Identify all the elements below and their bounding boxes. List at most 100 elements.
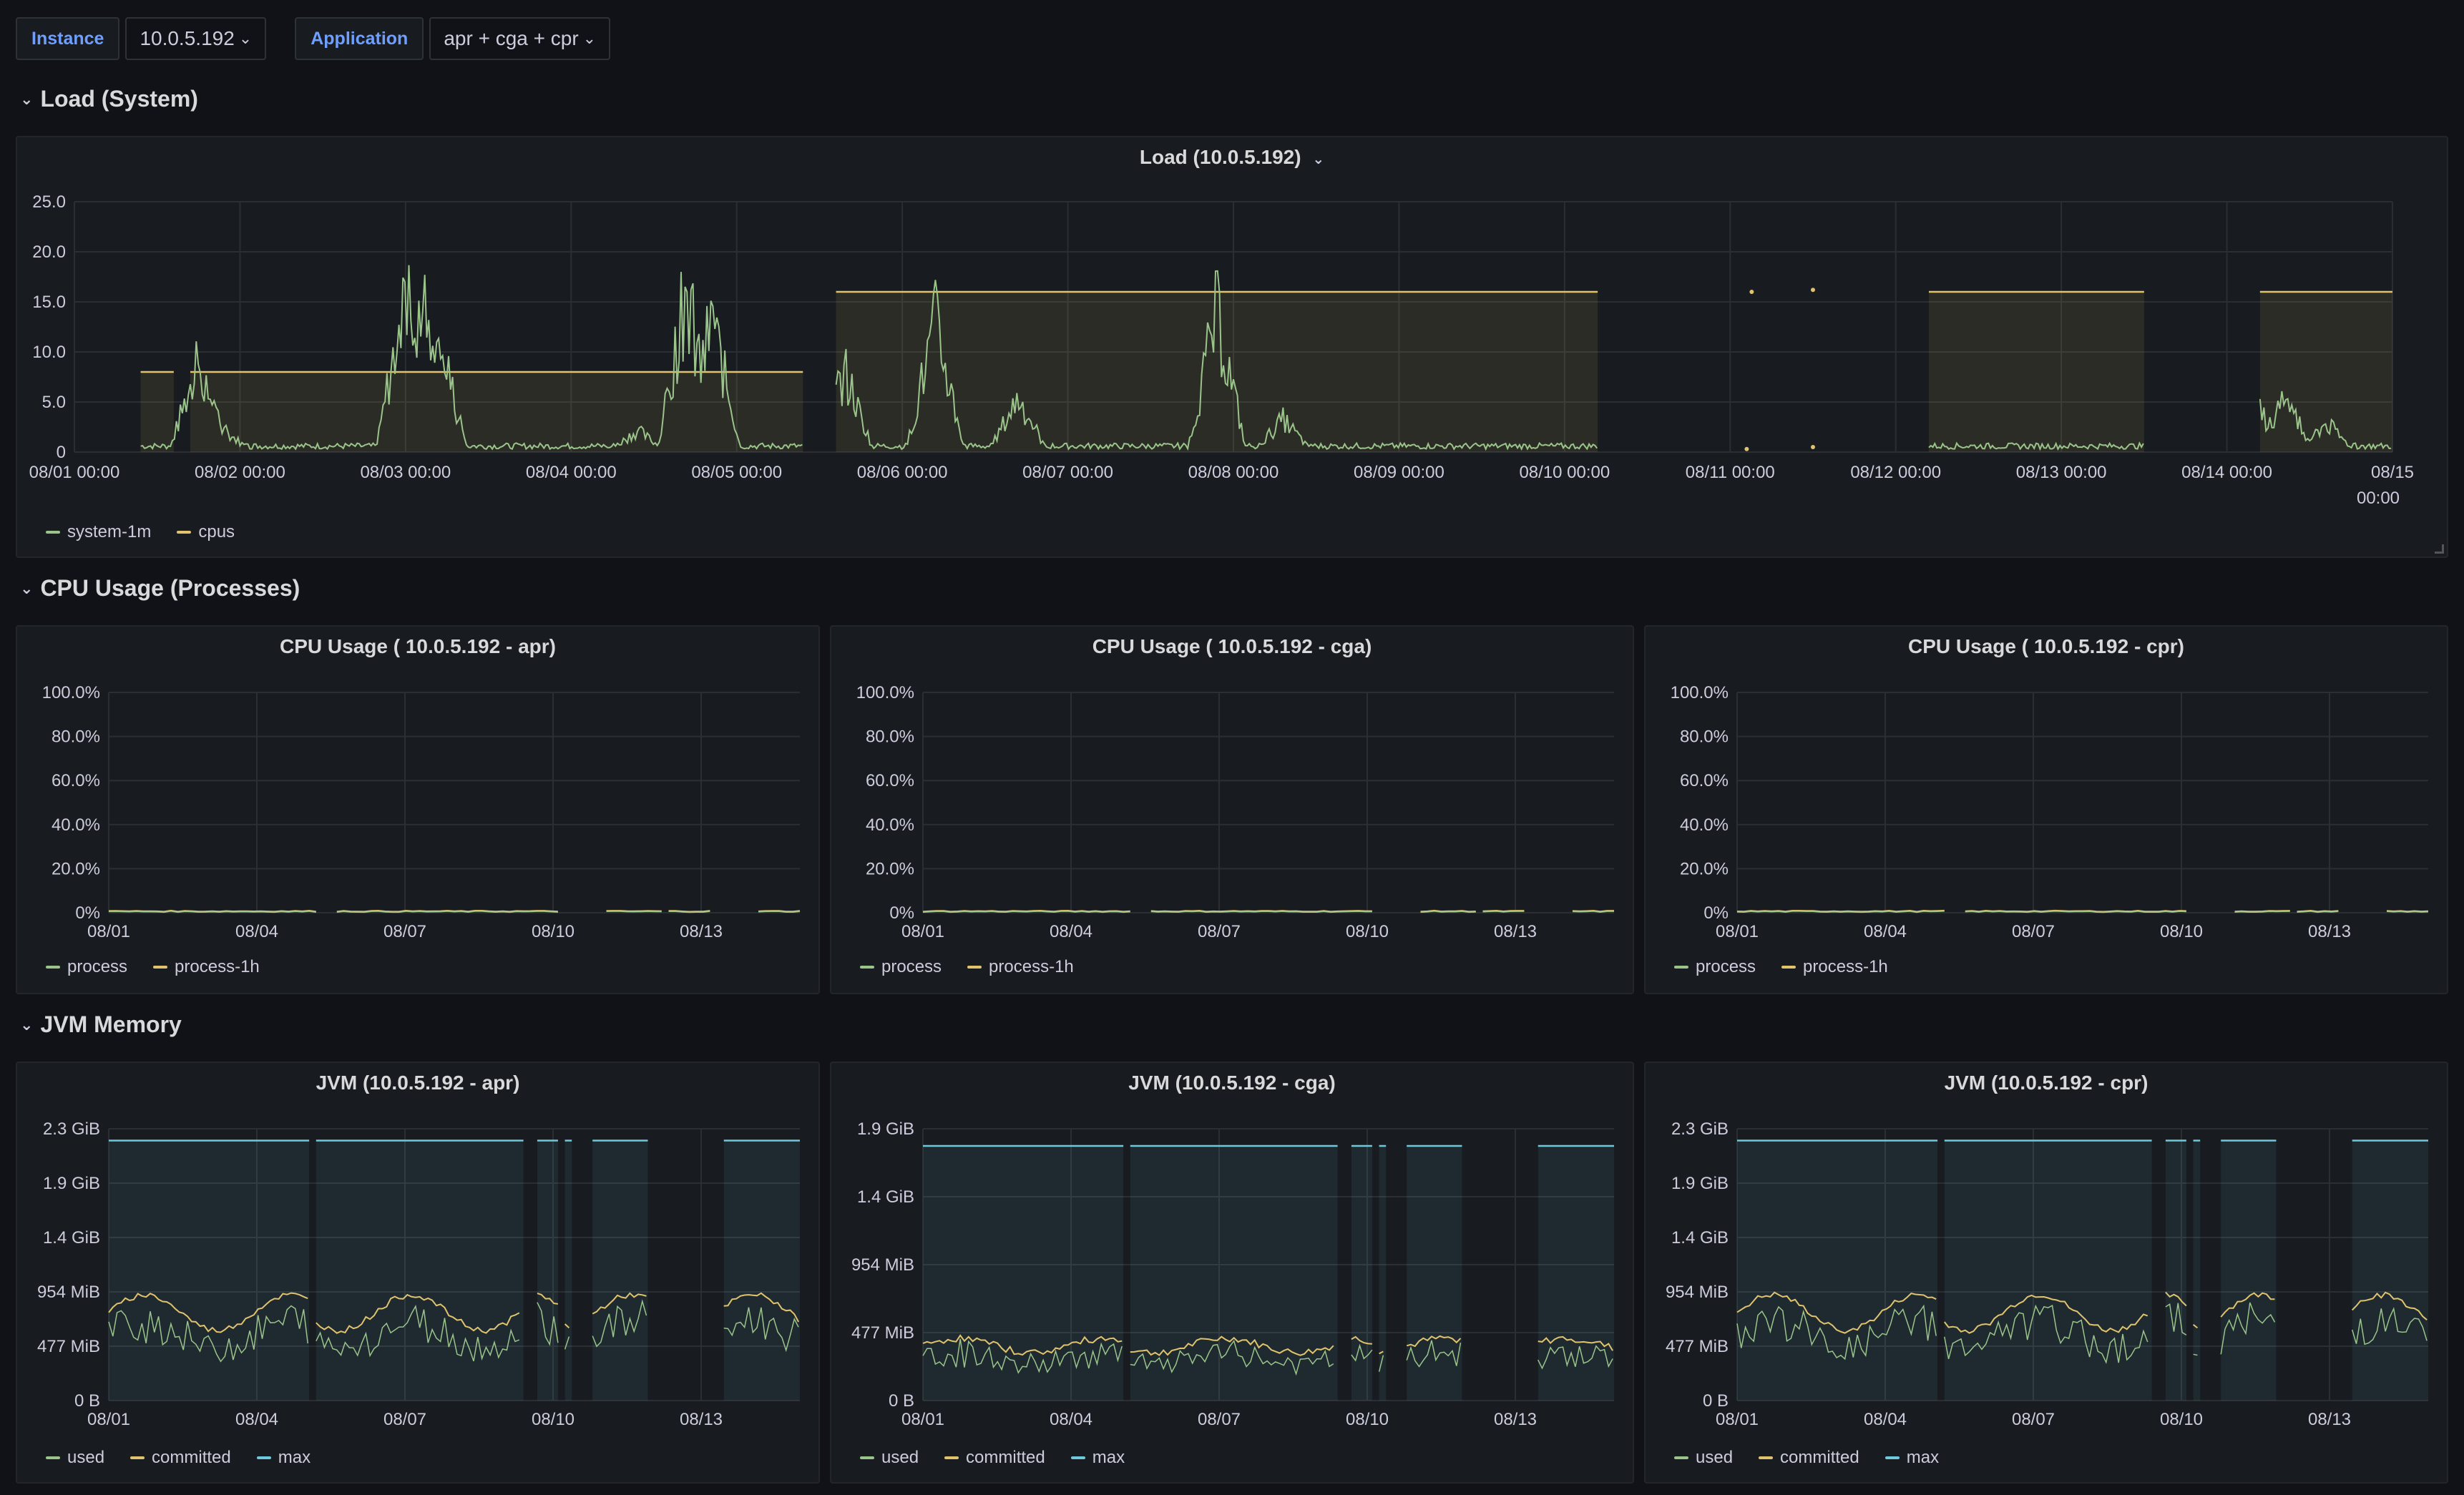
cpu-panel: CPU Usage ( 10.0.5.192 - cga) 100.0% 80.0%… (830, 625, 1634, 994)
max-area (1130, 1146, 1338, 1401)
legend-swatch (1759, 1456, 1774, 1459)
legend-swatch (1674, 966, 1688, 969)
x-tick-label: 08/01 (1716, 922, 1759, 941)
y-tick-label: 954 MiB (1666, 1283, 1729, 1302)
legend-item-process[interactable]: process (860, 957, 942, 977)
legend-item-process-1h[interactable]: process-1h (153, 957, 260, 977)
legend-item-committed[interactable]: committed (944, 1448, 1045, 1468)
jvm-panel: JVM (10.0.5.192 - cpr) 2.3 GiB 1.9 GiB 1.4 … (1644, 1062, 2448, 1484)
max-area (316, 1140, 524, 1401)
x-tick-label: 08/08 00:00 (1188, 463, 1279, 482)
committed-line (592, 1292, 647, 1315)
legend-label: process-1h (989, 957, 1074, 976)
instance-select[interactable]: 10.0.5.192 ⌄ (125, 17, 267, 60)
legend-item-cpus[interactable]: cpus (177, 522, 235, 542)
used-line (564, 1336, 570, 1350)
legend-item-system-1m[interactable]: system-1m (46, 522, 151, 542)
committed-line (723, 1292, 799, 1323)
x-tick-label: 08/13 (2308, 922, 2351, 941)
legend-label: max (278, 1448, 311, 1467)
legend-item-process-1h[interactable]: process-1h (967, 957, 1074, 977)
chevron-down-icon: ⌄ (20, 1015, 34, 1034)
process-1h-line (1965, 909, 2186, 913)
legend-swatch (130, 1456, 145, 1459)
x-tick-label: 08/01 (87, 922, 130, 941)
x-tick-label: 08/13 (680, 922, 723, 941)
cpu-chart[interactable]: 100.0% 80.0% 60.0% 40.0% 20.0% 0%08/01 08/04 08… (1646, 627, 2450, 996)
legend-item-used[interactable]: used (1674, 1448, 1733, 1468)
process-line (1482, 911, 1525, 913)
cpu-panel-title[interactable]: CPU Usage ( 10.0.5.192 - cga) (1092, 635, 1372, 657)
committed-line (1379, 1351, 1384, 1355)
legend-item-max[interactable]: max (256, 1448, 311, 1468)
y-tick-label: 0 B (1703, 1391, 1729, 1411)
process-line (2234, 911, 2290, 913)
application-value: apr + cga + cpr (444, 27, 579, 49)
y-tick-label: 20.0% (1680, 859, 1729, 878)
legend-swatch (860, 1456, 874, 1459)
row-cpu-toggle[interactable]: ⌄ CPU Usage (Processes) (20, 575, 300, 602)
load-panel-title[interactable]: Load (10.0.5.192) ⌄ (17, 146, 2447, 169)
max-area (1351, 1146, 1372, 1401)
legend-swatch (46, 966, 60, 969)
max-area (2352, 1140, 2428, 1401)
x-tick-label: 08/04 (1864, 1410, 1907, 1429)
cpu-chart[interactable]: 100.0% 80.0% 60.0% 40.0% 20.0% 0%08/01 08/04 08… (17, 627, 821, 996)
used-line (108, 1305, 308, 1363)
jvm-panel-title[interactable]: JVM (10.0.5.192 - apr) (316, 1072, 520, 1094)
legend-item-committed[interactable]: committed (130, 1448, 231, 1468)
cpus-point (1811, 445, 1815, 449)
cpu-panel: CPU Usage ( 10.0.5.192 - apr) 100.0% 80.0%… (16, 625, 820, 994)
jvm-chart[interactable]: 1.9 GiB 1.4 GiB 954 MiB 477 MiB 0 B08/01 08/0… (831, 1063, 1636, 1485)
max-area (2165, 1140, 2186, 1401)
process-line (108, 911, 316, 913)
cpu-legend: process process-1h (1674, 957, 1888, 977)
process-line (1420, 911, 1476, 913)
process-line (1572, 911, 1614, 913)
y-tick-label: 100.0% (856, 683, 914, 702)
y-tick-label: 80.0% (52, 727, 100, 747)
x-tick-label: 08/13 (2308, 1410, 2351, 1429)
committed-line (564, 1323, 570, 1329)
jvm-panel-title[interactable]: JVM (10.0.5.192 - cpr) (1944, 1072, 2148, 1094)
x-tick-label: 08/15 (2371, 463, 2414, 482)
legend-item-committed[interactable]: committed (1759, 1448, 1859, 1468)
jvm-panel-title[interactable]: JVM (10.0.5.192 - cga) (1128, 1072, 1336, 1094)
row-jvm-toggle[interactable]: ⌄ JVM Memory (20, 1011, 182, 1038)
resize-handle[interactable] (2435, 544, 2444, 554)
instance-label: Instance (16, 17, 120, 60)
legend-item-used[interactable]: used (46, 1448, 104, 1468)
process-line (922, 911, 1130, 913)
chevron-down-icon: ⌄ (1312, 152, 1325, 167)
x-tick-label: 08/04 (235, 922, 278, 941)
cpu-chart[interactable]: 100.0% 80.0% 60.0% 40.0% 20.0% 0%08/01 08/04 08… (831, 627, 1636, 996)
y-tick-label: 1.4 GiB (1671, 1228, 1729, 1248)
row-load-toggle[interactable]: ⌄ Load (System) (20, 86, 198, 112)
row-load-title: Load (System) (40, 86, 198, 112)
used-line (1130, 1339, 1334, 1376)
y-tick-label: 954 MiB (37, 1283, 100, 1302)
system-1m-line (140, 265, 2392, 451)
x-tick-label: 08/03 00:00 (360, 463, 451, 482)
legend-item-max[interactable]: max (1884, 1448, 1940, 1468)
application-select[interactable]: apr + cga + cpr ⌄ (429, 17, 611, 60)
legend-label: max (1906, 1448, 1940, 1467)
legend-item-max[interactable]: max (1070, 1448, 1125, 1468)
load-chart[interactable]: 25.0 20.0 15.0 10.0 5.0 008/01 00:00 08/02 00:… (17, 137, 2450, 559)
cpu-panel-title[interactable]: CPU Usage ( 10.0.5.192 - apr) (280, 635, 556, 657)
y-tick-label: 40.0% (1680, 815, 1729, 835)
y-tick-label: 0% (1703, 903, 1729, 923)
legend-label: process-1h (1803, 957, 1888, 976)
legend-item-used[interactable]: used (860, 1448, 919, 1468)
y-tick-label: 15.0 (32, 293, 66, 312)
max-area (1379, 1146, 1387, 1401)
max-area (564, 1140, 572, 1401)
cpu-panel-title[interactable]: CPU Usage ( 10.0.5.192 - cpr) (1908, 635, 2184, 657)
row-jvm-title: JVM Memory (40, 1011, 182, 1037)
legend-item-process-1h[interactable]: process-1h (1781, 957, 1888, 977)
y-tick-label: 0% (889, 903, 914, 923)
legend-item-process[interactable]: process (46, 957, 127, 977)
legend-item-process[interactable]: process (1674, 957, 1756, 977)
